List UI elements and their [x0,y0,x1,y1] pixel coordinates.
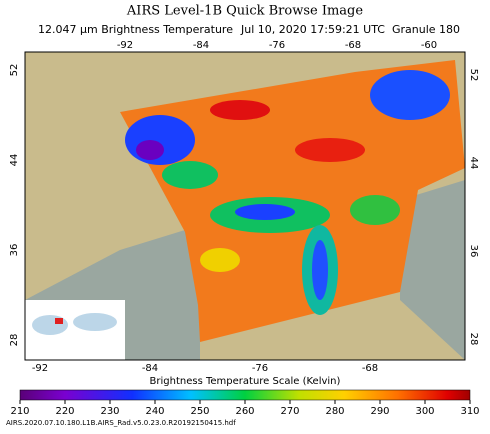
lon-label: -60 [421,40,437,51]
map-image [25,52,465,360]
lat-label: 44 [9,154,20,167]
title: AIRS Level-1B Quick Browse Image [126,4,363,19]
colorbar-tick-label: 300 [415,406,434,417]
subtitle-product: 12.047 μm Brightness Temperature [38,23,233,36]
inset-land [73,313,117,331]
subtitle-time: Jul 10, 2020 17:59:21 UTC [240,23,385,36]
cloud [370,70,450,120]
lon-label: -68 [345,40,361,51]
lat-label: 36 [468,245,479,258]
lat-label: 28 [9,334,20,347]
cloud [200,248,240,272]
inset-marker [55,318,63,324]
lon-label: -92 [117,40,133,51]
lon-label: -84 [193,40,209,51]
colorbar-tick-label: 220 [55,406,74,417]
colorbar-tick-label: 230 [100,406,119,417]
cloud [295,138,365,162]
subtitle-granule: Granule 180 [392,23,460,36]
cloud [162,161,218,189]
colorbar-tick-label: 280 [325,406,344,417]
footer-file: AIRS.2020.07.10.180.L1B.AIRS_Rad.v5.0.23… [6,419,236,427]
lat-label: 36 [9,244,20,257]
colorbar [19,389,471,401]
cloud [235,204,295,220]
colorbar-tick-label: 240 [145,406,164,417]
ocean [25,180,465,360]
lat-label: 52 [9,64,20,77]
lat-label: 52 [468,69,479,82]
lon-label: -76 [252,363,268,374]
lon-label: -84 [142,363,158,374]
lon-label: -68 [362,363,378,374]
cloud [136,140,164,160]
cloud [125,115,195,165]
cloud [210,100,270,120]
lat-label: 44 [468,157,479,170]
cloud [312,240,328,300]
colorbar-title: Brightness Temperature Scale (Kelvin) [150,376,341,387]
map-frame [24,51,466,361]
cloud [350,195,400,225]
colorbar-tick-label: 250 [190,406,209,417]
colorbar-tick-label: 270 [280,406,299,417]
colorbar-tick-label: 310 [460,406,479,417]
lat-label: 28 [468,333,479,346]
colorbar-tick-label: 210 [10,406,29,417]
colorbar-tick-label: 260 [235,406,254,417]
lon-label: -76 [269,40,285,51]
lon-label: -92 [32,363,48,374]
colorbar-tick-label: 290 [370,406,389,417]
